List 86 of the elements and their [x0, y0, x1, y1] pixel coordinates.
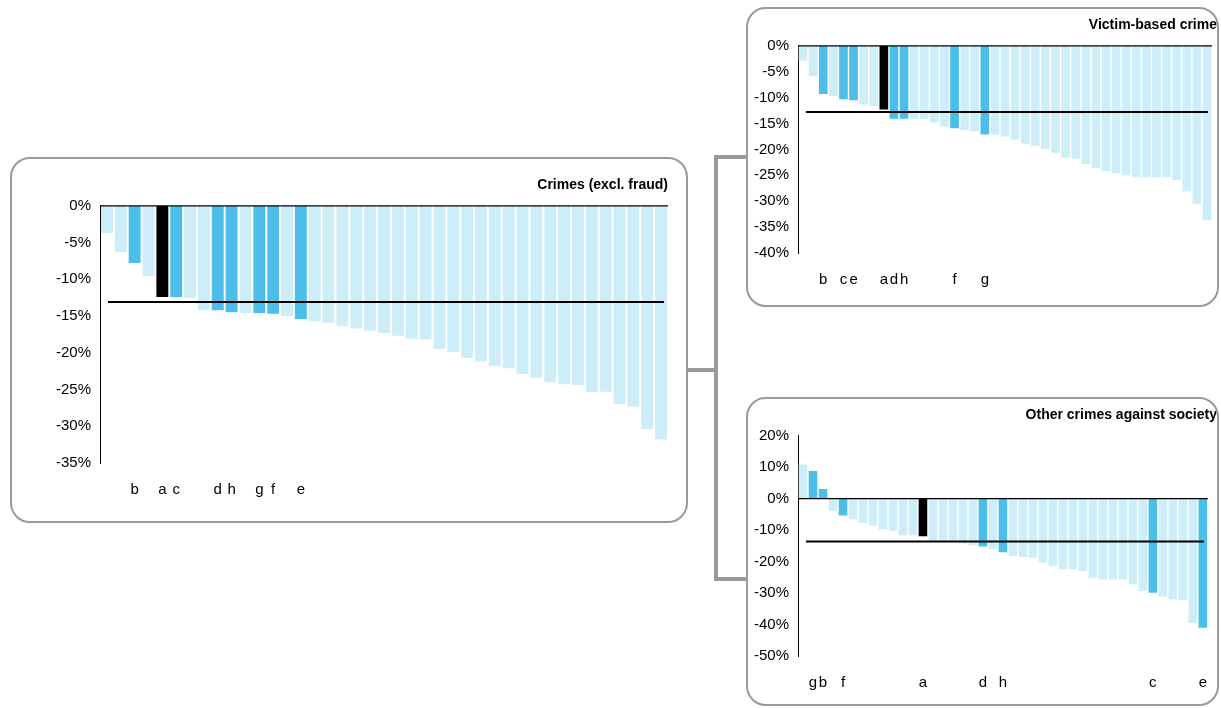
y-tick-label: 10% — [758, 457, 790, 475]
bar — [1088, 498, 1098, 578]
x-tick-label: c — [839, 270, 848, 288]
x-tick-label: e — [849, 270, 858, 288]
bar — [808, 471, 818, 499]
bar — [1108, 498, 1118, 580]
x-tick-label: c — [1149, 673, 1158, 691]
x-tick-label: h — [227, 480, 236, 498]
y-tick-label: -15% — [55, 306, 92, 324]
y-tick-label: 0% — [69, 195, 92, 213]
x-tick-label: b — [819, 270, 828, 288]
y-tick-label: -20% — [753, 139, 790, 157]
x-tick-label: g — [808, 673, 818, 691]
x-tick-label: d — [889, 270, 899, 288]
bar — [938, 498, 948, 541]
x-tick-label: c — [172, 480, 181, 498]
bar — [1178, 498, 1188, 601]
bar — [888, 498, 898, 531]
x-tick-label: a — [918, 673, 928, 691]
bar — [928, 498, 938, 541]
bar — [1188, 498, 1198, 623]
bar — [978, 498, 988, 547]
x-tick-label: b — [130, 480, 139, 498]
bar — [878, 498, 888, 530]
x-tick-label: d — [978, 673, 988, 691]
y-tick-label: -20% — [55, 342, 92, 360]
y-tick-label: -10% — [753, 87, 790, 105]
bar — [1168, 498, 1178, 600]
chart-title: Other crimes against society — [1025, 406, 1218, 423]
bar — [948, 498, 958, 541]
x-tick-label: a — [879, 270, 889, 288]
bar — [1118, 498, 1128, 580]
x-tick-label: e — [1198, 673, 1207, 691]
bar — [1138, 498, 1148, 591]
x-tick-label: b — [818, 673, 828, 691]
bar — [1158, 498, 1168, 597]
y-tick-label: -20% — [753, 551, 790, 569]
bar — [1018, 498, 1028, 557]
y-tick-label: 0% — [767, 35, 790, 53]
x-tick-label: e — [296, 480, 306, 498]
bar — [868, 498, 878, 526]
bar — [898, 498, 908, 536]
x-tick-label: g — [255, 480, 264, 498]
bar — [1068, 498, 1078, 570]
y-tick-label: -5% — [762, 61, 790, 79]
y-tick-label: -5% — [64, 232, 92, 250]
bar — [858, 498, 868, 523]
x-tick-label: h — [899, 270, 909, 288]
bar — [798, 464, 808, 499]
y-tick-label: -30% — [753, 191, 790, 209]
y-tick-label: -25% — [55, 379, 92, 397]
y-tick-label: -25% — [753, 165, 790, 183]
chart-title: Crimes (excl. fraud) — [537, 176, 668, 193]
bar — [1028, 498, 1038, 558]
bar — [848, 498, 858, 520]
bar — [908, 498, 918, 536]
bar — [1078, 498, 1088, 572]
y-tick-label: 20% — [758, 425, 790, 443]
bar — [838, 498, 848, 516]
y-tick-label: -50% — [753, 646, 790, 664]
y-tick-label: -35% — [753, 217, 790, 235]
bar — [1048, 498, 1058, 567]
bar — [828, 498, 838, 511]
y-tick-label: -35% — [55, 453, 92, 471]
bar — [1058, 498, 1068, 570]
x-tick-label: a — [158, 480, 168, 498]
y-tick-label: -40% — [753, 243, 790, 261]
x-tick-label: f — [952, 270, 958, 288]
y-tick-label: 0% — [767, 488, 790, 506]
bar — [1128, 498, 1138, 585]
x-tick-label: d — [213, 480, 222, 498]
x-tick-label: h — [998, 673, 1008, 691]
bar — [1098, 498, 1108, 580]
x-tick-label: f — [271, 480, 277, 498]
y-tick-label: -15% — [753, 113, 790, 131]
bar — [1148, 498, 1158, 593]
x-tick-label: f — [840, 673, 846, 691]
y-tick-label: -30% — [753, 583, 790, 601]
y-tick-label: -40% — [753, 614, 790, 632]
x-tick-label: g — [980, 270, 990, 288]
bar — [1038, 498, 1048, 563]
bar — [1198, 498, 1208, 628]
y-tick-label: -10% — [55, 269, 92, 287]
chart-title: Victim-based crime — [1088, 16, 1218, 33]
y-tick-label: -10% — [753, 520, 790, 538]
y-tick-label: -30% — [55, 416, 92, 434]
